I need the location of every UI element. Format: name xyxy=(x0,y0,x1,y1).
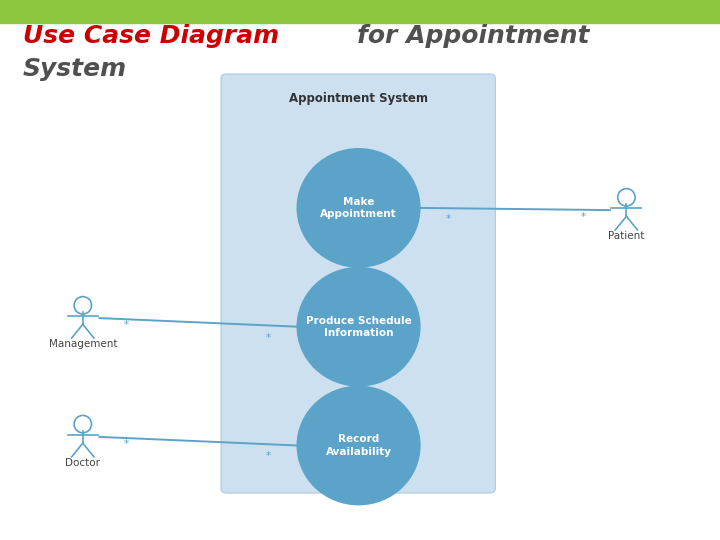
Text: Use Case Diagram: Use Case Diagram xyxy=(23,24,279,48)
Text: *: * xyxy=(124,320,129,330)
Ellipse shape xyxy=(297,149,420,267)
Text: Record
Availability: Record Availability xyxy=(325,434,392,457)
Text: *: * xyxy=(580,212,585,222)
Bar xyxy=(0,0,720,23)
Text: Appointment System: Appointment System xyxy=(289,92,428,105)
Text: Make
Appointment: Make Appointment xyxy=(320,197,397,219)
Text: *: * xyxy=(124,439,129,449)
Text: Patient: Patient xyxy=(608,231,644,241)
Ellipse shape xyxy=(297,387,420,504)
Text: *: * xyxy=(266,451,271,461)
Text: *: * xyxy=(266,333,271,342)
Text: *: * xyxy=(446,214,451,224)
Ellipse shape xyxy=(297,268,420,386)
Text: for Appointment: for Appointment xyxy=(357,24,590,48)
FancyBboxPatch shape xyxy=(221,74,495,493)
Text: Produce Schedule
Information: Produce Schedule Information xyxy=(306,315,411,338)
Text: Doctor: Doctor xyxy=(66,458,100,468)
Text: Management: Management xyxy=(48,339,117,349)
Text: System: System xyxy=(23,57,127,80)
